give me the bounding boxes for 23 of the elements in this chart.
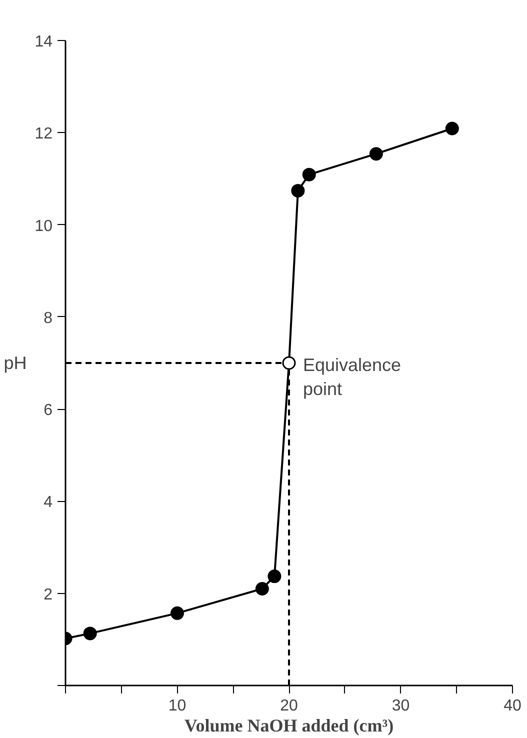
point [291, 184, 305, 198]
point [302, 168, 316, 182]
point [83, 626, 97, 640]
y-tick-label: 10 [34, 218, 53, 235]
x-tick-label: 40 [504, 698, 522, 714]
y-tick-label: 14 [34, 34, 53, 50]
y-tick-label: 2 [44, 586, 53, 604]
point [282, 356, 296, 370]
point [170, 606, 184, 620]
point [268, 570, 282, 584]
x-tick-label: 20 [280, 698, 298, 714]
annotation: Equivalence point [303, 355, 402, 399]
y-tick-label: 8 [44, 310, 53, 327]
y-tick-label: 6 [44, 402, 53, 420]
point [369, 147, 383, 161]
point [445, 122, 459, 136]
x-tick-label: 10 [168, 698, 186, 714]
point [255, 582, 269, 596]
y-axis-title: pH [4, 353, 27, 373]
y-tick-label: 4 [44, 494, 53, 512]
x-tick-label: 30 [392, 698, 410, 714]
y-tick-label: 12 [34, 126, 53, 143]
x-axis-title: Volume NaOH added (cm³) [184, 716, 394, 736]
